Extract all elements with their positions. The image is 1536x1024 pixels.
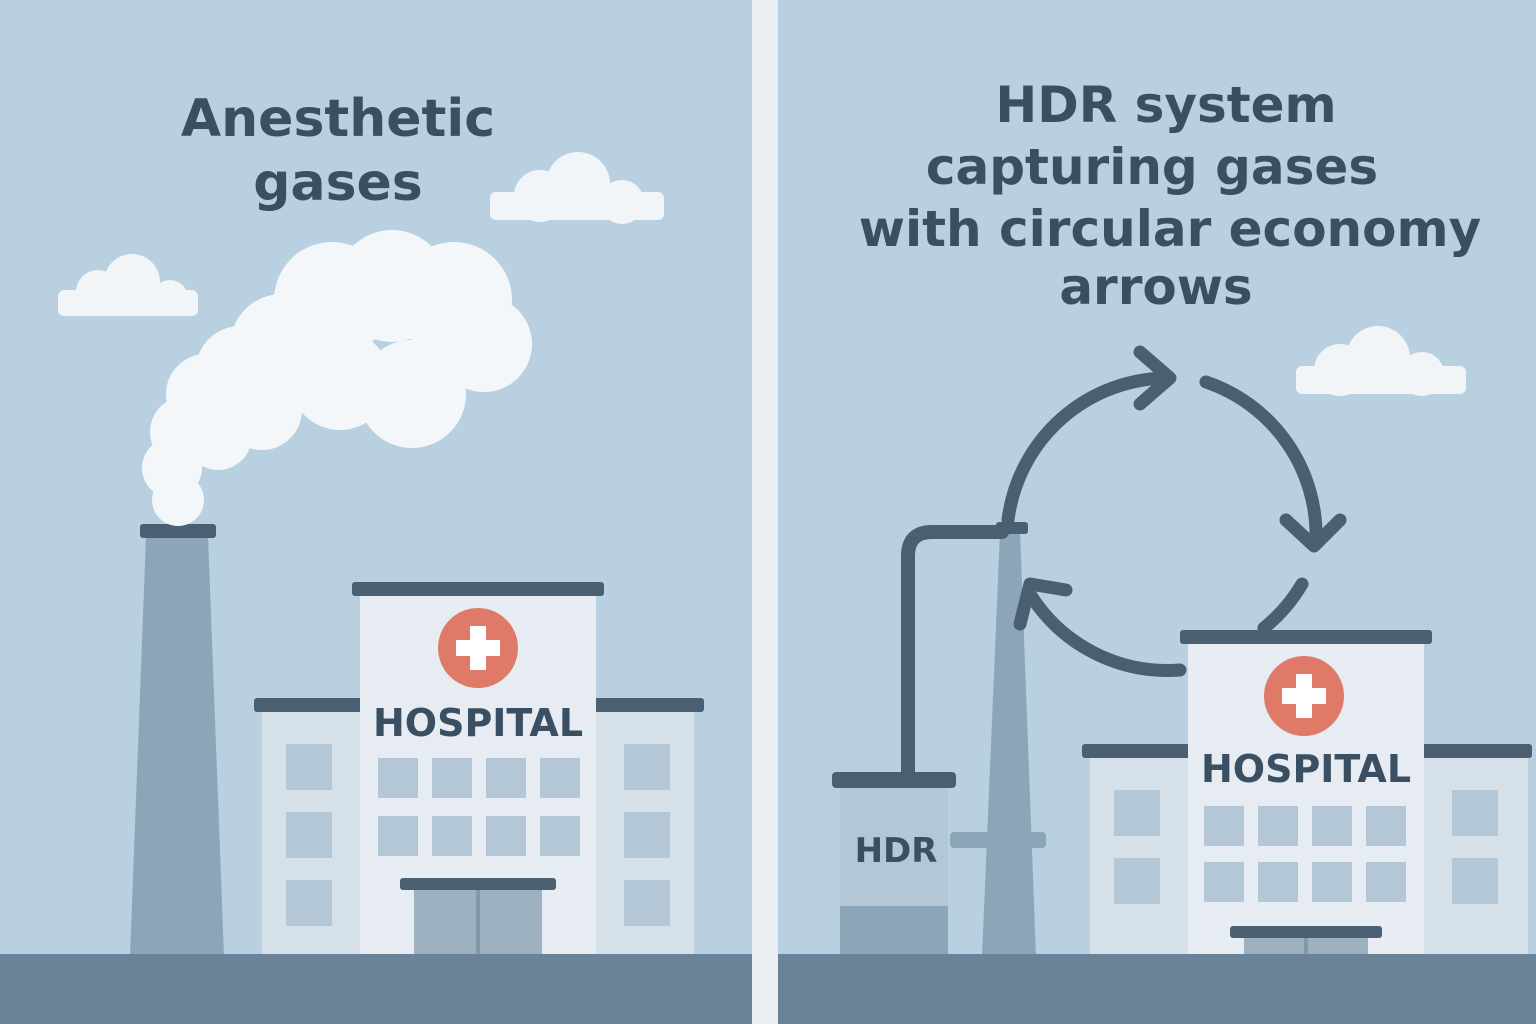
recycle-arrows-icon	[1001, 345, 1347, 677]
cloud-icon	[490, 152, 664, 224]
hdr-unit: HDR	[832, 772, 956, 956]
medical-cross-icon	[1264, 656, 1344, 736]
right-main-windows	[1204, 806, 1406, 902]
left-title-line-1: Anesthetic	[181, 89, 495, 149]
left-hospital-door	[400, 878, 556, 956]
capture-pipe	[901, 525, 1009, 781]
left-panel: Anesthetic gases	[0, 0, 752, 1024]
right-title-line-1: HDR system	[995, 76, 1336, 134]
smoke-plume	[142, 230, 532, 526]
left-ground	[0, 954, 752, 1024]
right-title-line-2: capturing gases	[926, 138, 1378, 196]
right-hospital-sign: HOSPITAL	[1201, 747, 1411, 791]
hdr-unit-label: HDR	[855, 831, 938, 871]
left-chimney	[130, 524, 224, 956]
left-main-windows	[378, 758, 580, 856]
left-hospital: HOSPITAL	[254, 582, 704, 956]
right-wing-windows	[1114, 790, 1498, 904]
right-title-line-3: with circular economy	[859, 200, 1481, 258]
cloud-icon	[58, 254, 198, 316]
left-title-line-2: gases	[253, 153, 422, 213]
panel-divider	[752, 0, 778, 1024]
right-hospital: HOSPITAL	[1082, 630, 1532, 956]
right-ground	[778, 954, 1536, 1024]
left-wing-windows	[286, 744, 670, 926]
right-hospital-door	[1230, 926, 1382, 956]
medical-cross-icon	[438, 608, 518, 688]
right-title-line-4: arrows	[1059, 258, 1252, 316]
cloud-icon	[1296, 326, 1466, 396]
left-hospital-sign: HOSPITAL	[373, 701, 583, 745]
right-panel: HDR system capturing gases with circular…	[778, 0, 1536, 1024]
